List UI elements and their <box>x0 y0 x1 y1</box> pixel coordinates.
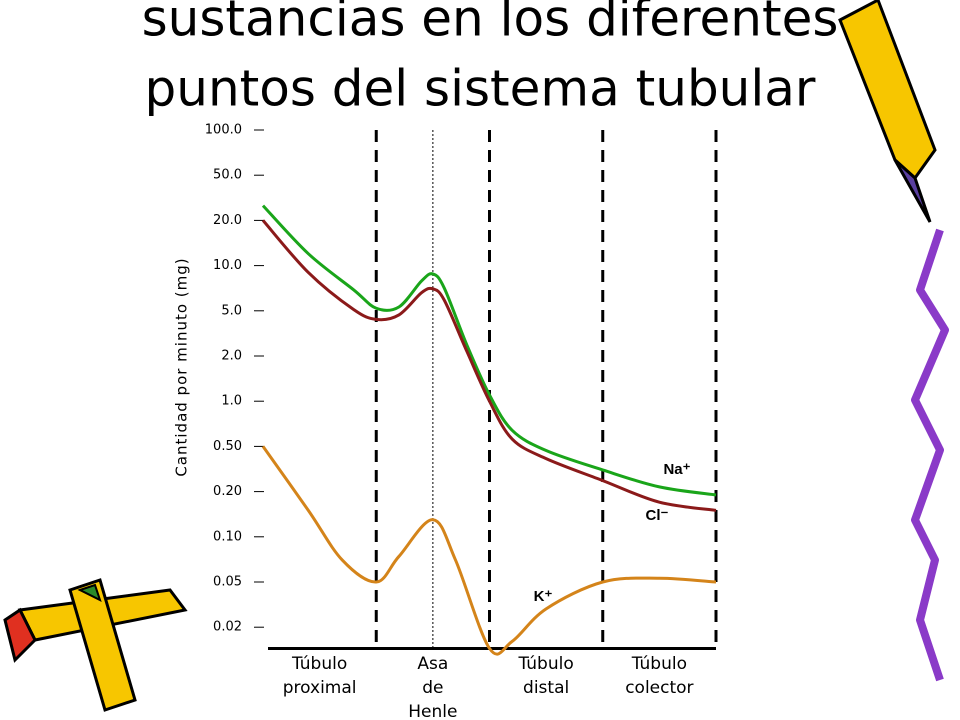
y-tick-label: 0.05 <box>213 575 242 590</box>
series-line <box>261 445 717 656</box>
y-tick-label: 1.0 <box>221 394 242 409</box>
series-line <box>261 204 717 497</box>
y-tick-label: 0.02 <box>213 620 242 635</box>
title-line: puntos del sistema tubular <box>145 60 816 118</box>
y-tick-label: 0.10 <box>213 529 242 544</box>
segment-label: Túbulo proximal <box>283 654 357 698</box>
decorative-zigzag <box>911 228 949 682</box>
series-label: Cl⁻ <box>646 507 669 524</box>
pencil-decoration <box>3 0 937 712</box>
series-line <box>261 219 717 512</box>
y-tick-label: 10.0 <box>213 258 242 273</box>
y-tick-label: 5.0 <box>221 303 242 318</box>
y-tick-label: 0.20 <box>213 484 242 499</box>
series-label: Na⁺ <box>663 461 690 478</box>
segment-label: Túbulo colector <box>625 654 693 698</box>
y-axis-label: Cantidad por minuto (mg) <box>173 257 191 476</box>
y-tick-label: 2.0 <box>221 349 242 364</box>
segment-label: Asa de Henle <box>408 654 457 720</box>
title-line: sustancias en los diferentes <box>142 0 839 48</box>
y-tick-label: 100.0 <box>205 123 242 138</box>
y-tick-label: 0.50 <box>213 439 242 454</box>
y-tick-label: 20.0 <box>213 213 242 228</box>
segment-label: Túbulo distal <box>517 654 573 698</box>
y-tick-label: 50.0 <box>213 168 242 183</box>
series-label: K⁺ <box>534 588 553 605</box>
